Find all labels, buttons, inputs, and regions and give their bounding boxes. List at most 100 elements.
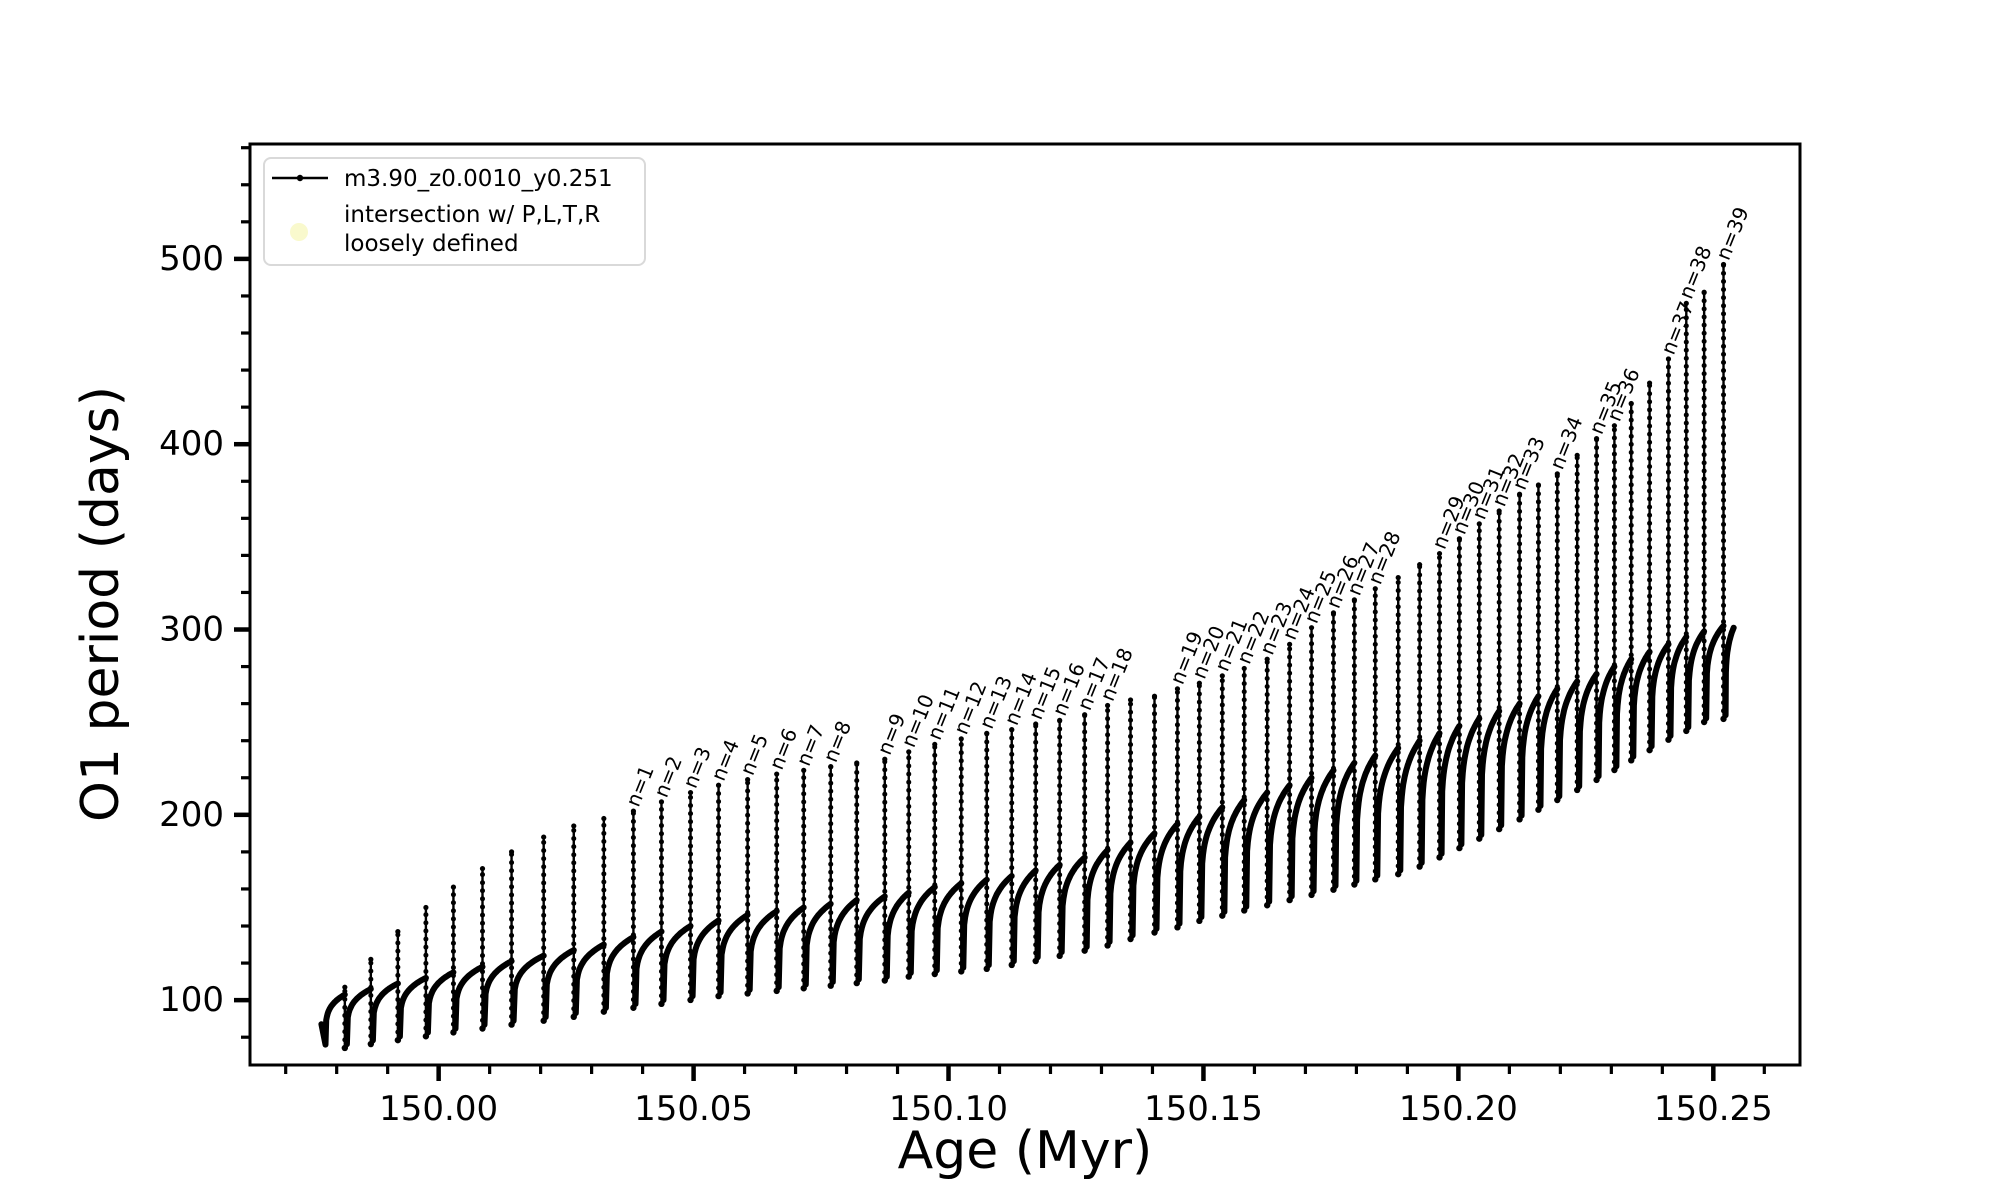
x-tick-label: 150.05 [634,1089,753,1129]
x-tick-label: 150.20 [1399,1089,1518,1129]
series-arc-segment [1176,813,1203,927]
series-arc-segment [829,897,860,985]
series-spike-tip-dot [658,799,665,805]
spike-label: n=34 [1545,413,1588,473]
series-arc-segment [1458,715,1483,848]
spike-label: n=38 [1674,242,1717,302]
series-arc-segment [1418,730,1443,866]
series-arc-segment [1685,628,1708,731]
series-arc-segment [1198,804,1226,921]
legend-intersection-marker-icon [290,223,308,241]
legend-intersection-label-line1: intersection w/ P,L,T,R [344,202,600,228]
series-spike-tip-dot [1104,702,1111,709]
series-arc-segment [746,908,780,993]
series-arc-segment [855,893,888,983]
series-spike-tip-dot [479,865,486,872]
series-arc-segment [1129,830,1158,939]
y-axis-label: O1 period (days) [71,386,131,822]
series-arc-segment [1438,722,1463,857]
series-arc-segment [883,889,912,980]
series-spike-tip-dot [1516,491,1523,497]
series-arc-segment [1332,759,1358,889]
series-arc-segment [1153,821,1181,932]
series-spike-tip-dot [1033,721,1039,727]
series-arc-segment [452,963,486,1032]
series-arc-segment [1310,767,1337,895]
x-tick-label: 150.00 [379,1089,498,1129]
series-spike-tip-dot [450,884,457,890]
series-spike-tip-dot [1330,610,1337,616]
series-spike-tip-dot [1496,508,1502,514]
x-axis-major-ticks: 150.00 150.05 150.10 150.15 150.20 150.25 [379,1065,1773,1129]
series-spike-tip-dot [882,756,888,762]
series-spike-tip-dot [1127,697,1134,703]
series-spike-tip-dot [1701,289,1707,295]
series-arc-segment [960,876,990,971]
series-arc-segment [572,941,607,1017]
series-arc-segment [1353,752,1379,884]
series-spike-tip-dot [1720,261,1727,268]
series-spike-tip-dot [687,789,694,796]
series-spike-tip-dot [342,984,348,990]
series-arc-segment [660,923,694,1004]
series-arc-segment [510,952,547,1024]
series-arc-segment [542,947,577,1020]
series-arc-segment [369,980,401,1044]
series-spike-tip-dot [828,764,834,770]
series-arc-segment [985,873,1015,969]
series-spike-tip-dot [1082,712,1088,718]
series-arc-segment [1221,797,1248,915]
series-arc-segment [1010,867,1039,965]
series-arc-segment [1576,671,1600,790]
series-spike-tip-dot [1646,380,1653,386]
series-arc-segment [1288,774,1315,900]
legend-intersection-label-line2: loosely defined [344,231,519,257]
series-arc-segment [802,900,834,988]
series-arc-segment [396,974,429,1040]
series-spike-tip-dot [774,771,780,777]
series-spike-tip-dot [601,815,607,822]
y-tick-label: 200 [159,795,224,835]
legend-line-marker-icon [296,174,304,182]
series-spike-tip-dot [1009,726,1015,733]
series-spike-tip-dot [1174,686,1181,692]
series-spike-tip-dot [368,956,374,962]
series-spike-tip-dot [1665,356,1672,362]
series-spike-tip-dot [541,834,547,840]
series-spike-tip-dot [630,808,637,814]
series-spike-tip-dot [801,767,807,773]
series-arc-segment [1397,737,1423,874]
series-spike-tip-dot [932,741,938,748]
series-spike-tip-dot [745,777,751,783]
plot-frame [248,142,1802,1067]
series-arc-segment [1703,622,1727,722]
series-arc-segment [1243,789,1271,910]
series-spike-tip-dot [395,928,401,935]
series-arc-segment [1537,685,1561,809]
x-tick-label: 150.15 [1144,1089,1263,1129]
data-series [318,261,1737,1052]
series-arc-segment [602,934,637,1011]
legend-box [263,157,646,266]
spike-label: n=8 [818,717,856,765]
series-arc-segment [1034,861,1063,961]
series-arc-segment [1266,782,1293,905]
series-spike-tip-dot [1395,575,1401,581]
series-arc-segment [1083,847,1111,950]
series-spike-tip-dot [1308,625,1315,631]
legend-series-label: m3.90_z0.0010_y0.251 [344,166,613,192]
legend: m3.90_z0.0010_y0.251 intersection w/ P,L… [263,157,646,266]
spike-label: n=37 [1656,298,1699,358]
series-spike-tip-dot [1476,521,1482,527]
series-spike-tip-dot [1683,300,1689,306]
y-tick-label: 400 [159,424,224,464]
series-arc-segment [1478,708,1503,838]
series-spike-tip-dot [1554,471,1560,477]
series-spike-tip-dot [1611,423,1618,429]
x-axis-label: Age (Myr) [898,1121,1153,1181]
series-spike-tip-dot [1628,400,1634,407]
series-spike-tip-dot [508,849,515,855]
series-spike-tip-dot [1372,586,1378,592]
